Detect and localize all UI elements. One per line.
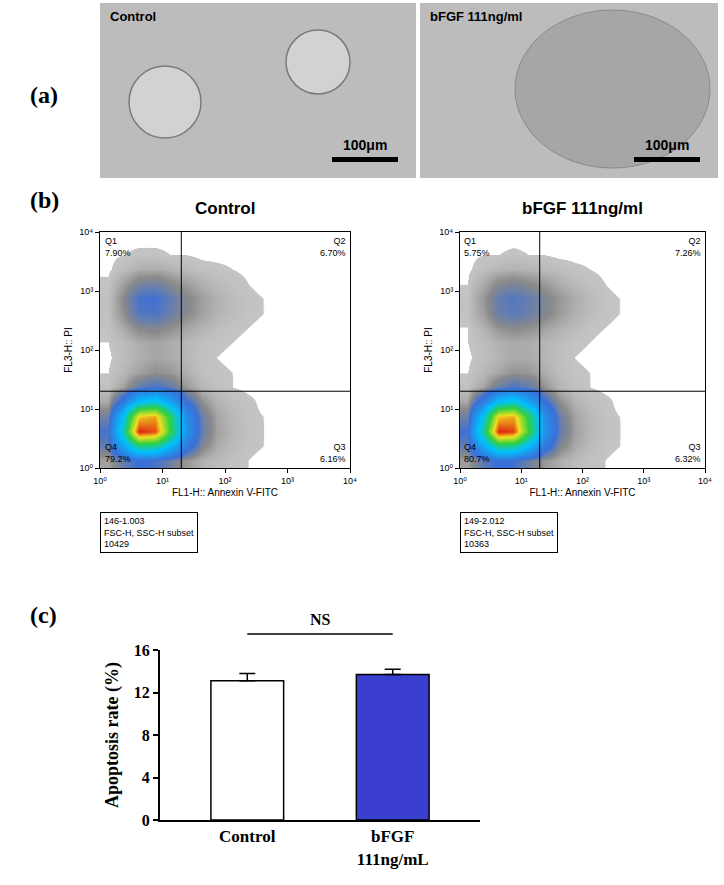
svg-text:(a): (a) — [30, 82, 58, 108]
svg-text:Control: Control — [195, 199, 255, 218]
svg-text:bFGF111ng/mL: bFGF111ng/mL — [357, 827, 429, 868]
svg-text:Q17.90%: Q17.90% — [105, 236, 131, 258]
svg-text:Apoptosis rate (%): Apoptosis rate (%) — [102, 662, 123, 808]
svg-text:10⁰: 10⁰ — [440, 463, 454, 473]
svg-text:10⁴: 10⁴ — [698, 476, 712, 486]
svg-text:10²: 10² — [218, 476, 231, 486]
svg-text:12: 12 — [134, 684, 150, 701]
svg-text:149-2.012FSC-H, SSC-H subset10: 149-2.012FSC-H, SSC-H subset10363 — [464, 516, 554, 549]
svg-text:Control: Control — [110, 9, 156, 24]
svg-text:Q27.26%: Q27.26% — [675, 236, 701, 258]
svg-text:Control: Control — [219, 827, 276, 846]
svg-text:Q480.7%: Q480.7% — [464, 442, 490, 464]
svg-text:Q36.16%: Q36.16% — [320, 442, 346, 464]
svg-text:bFGF 111ng/ml: bFGF 111ng/ml — [430, 9, 522, 24]
svg-text:100μm: 100μm — [645, 137, 689, 153]
svg-text:NS: NS — [310, 611, 331, 628]
svg-text:FL1-H:: Annexin V-FITC: FL1-H:: Annexin V-FITC — [529, 487, 635, 498]
svg-text:Q479.2%: Q479.2% — [105, 442, 131, 464]
svg-text:(c): (c) — [30, 602, 57, 628]
svg-text:8: 8 — [142, 727, 150, 744]
svg-text:10⁴: 10⁴ — [79, 227, 93, 237]
svg-text:10⁰: 10⁰ — [93, 476, 107, 486]
svg-text:FL3-H:: PI: FL3-H:: PI — [423, 327, 434, 373]
svg-text:10¹: 10¹ — [156, 476, 169, 486]
svg-text:10¹: 10¹ — [440, 404, 453, 414]
svg-text:10³: 10³ — [440, 286, 453, 296]
svg-text:(b): (b) — [30, 187, 59, 213]
svg-text:FL3-H:: PI: FL3-H:: PI — [63, 327, 74, 373]
svg-text:10⁴: 10⁴ — [343, 476, 357, 486]
svg-text:10²: 10² — [80, 345, 93, 355]
svg-text:10⁰: 10⁰ — [80, 463, 94, 473]
svg-text:10²: 10² — [440, 345, 453, 355]
svg-text:100μm: 100μm — [343, 137, 387, 153]
svg-text:Q15.75%: Q15.75% — [464, 236, 490, 258]
svg-text:10³: 10³ — [80, 286, 93, 296]
svg-text:10⁰: 10⁰ — [453, 476, 467, 486]
svg-text:10³: 10³ — [637, 476, 650, 486]
svg-text:FL1-H:: Annexin V-FITC: FL1-H:: Annexin V-FITC — [172, 487, 278, 498]
svg-text:10¹: 10¹ — [80, 404, 93, 414]
svg-text:10¹: 10¹ — [515, 476, 528, 486]
svg-text:146-1.003FSC-H, SSC-H subset10: 146-1.003FSC-H, SSC-H subset10429 — [104, 516, 194, 549]
svg-text:Q26.70%: Q26.70% — [320, 236, 346, 258]
svg-text:4: 4 — [142, 769, 150, 786]
svg-text:10⁴: 10⁴ — [439, 227, 453, 237]
svg-text:0: 0 — [142, 812, 150, 829]
svg-text:Q36.32%: Q36.32% — [675, 442, 701, 464]
svg-text:10²: 10² — [576, 476, 589, 486]
svg-text:10³: 10³ — [281, 476, 294, 486]
svg-text:16: 16 — [134, 642, 150, 659]
svg-text:bFGF 111ng/ml: bFGF 111ng/ml — [522, 199, 643, 218]
